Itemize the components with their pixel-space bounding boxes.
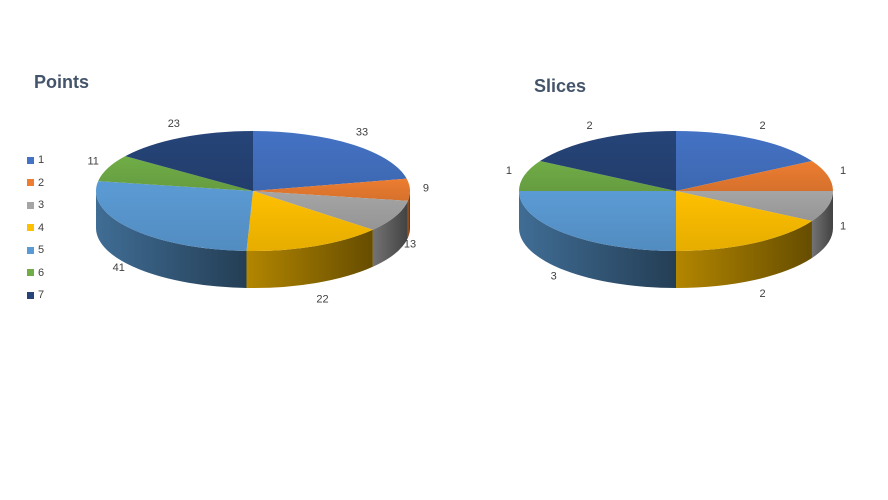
legend-item: 3 bbox=[27, 194, 44, 217]
pie-slice-side bbox=[811, 191, 833, 258]
legend-swatch bbox=[27, 269, 34, 277]
pie-slice bbox=[676, 161, 833, 191]
pie-slice-side bbox=[96, 191, 247, 288]
legend-item: 2 bbox=[27, 172, 44, 195]
pie-slice-side bbox=[407, 191, 410, 238]
pie-slice-side bbox=[372, 200, 408, 267]
pie-slice bbox=[253, 131, 407, 191]
legend-swatch bbox=[27, 224, 34, 232]
legend-label: 5 bbox=[38, 244, 45, 257]
data-label: 1 bbox=[840, 221, 846, 233]
pie-slice bbox=[125, 131, 253, 191]
legend-label: 1 bbox=[38, 154, 45, 167]
legend-label: 4 bbox=[38, 221, 45, 234]
data-label: 2 bbox=[586, 120, 592, 132]
chart-title-points: Points bbox=[34, 72, 90, 92]
legend-label: 7 bbox=[38, 289, 45, 302]
legend-swatch bbox=[27, 291, 34, 299]
legend-label: 6 bbox=[38, 266, 45, 279]
data-label: 1 bbox=[506, 165, 512, 177]
pie-slice-side bbox=[519, 191, 676, 288]
pie-slice bbox=[540, 131, 676, 191]
legend-item: 7 bbox=[27, 284, 44, 307]
pie-slice bbox=[676, 131, 812, 191]
legend-label: 3 bbox=[38, 199, 45, 212]
pie-chart-1: 33 9 13 22 41 11 23 bbox=[87, 118, 429, 305]
data-label: 33 bbox=[356, 127, 368, 139]
pie-slice bbox=[96, 181, 254, 251]
pie-slice bbox=[676, 191, 833, 221]
legend-label: 2 bbox=[38, 176, 45, 189]
legend-item: 6 bbox=[27, 262, 44, 285]
data-label: 23 bbox=[168, 118, 180, 130]
pie-slice-side bbox=[246, 229, 373, 288]
pie-slice bbox=[519, 161, 676, 191]
data-label: 2 bbox=[759, 120, 765, 132]
pie-slice bbox=[519, 191, 676, 251]
data-label: 2 bbox=[759, 288, 765, 300]
legend-item: 5 bbox=[27, 239, 44, 262]
pie-slice bbox=[98, 156, 254, 191]
pie-slice bbox=[253, 191, 408, 230]
data-label: 22 bbox=[316, 294, 328, 306]
chart-title-slices: Slices bbox=[534, 76, 587, 96]
legend-swatch bbox=[27, 156, 34, 164]
legend-swatch bbox=[27, 246, 34, 254]
legend-item: 1 bbox=[27, 149, 44, 172]
legend-item: 4 bbox=[27, 217, 44, 240]
pie-slice bbox=[246, 191, 373, 251]
pie-slice bbox=[253, 178, 410, 201]
data-label: 1 bbox=[840, 165, 846, 177]
pie-chart-2: 2 1 1 2 3 1 2 bbox=[506, 120, 846, 300]
legend-swatch bbox=[27, 179, 34, 187]
data-label: 11 bbox=[87, 156, 98, 168]
legend-swatch bbox=[27, 201, 34, 209]
legend: 1 2 3 4 5 6 7 bbox=[27, 149, 44, 307]
data-label: 9 bbox=[423, 182, 429, 194]
data-label: 41 bbox=[113, 262, 125, 274]
pie-slice bbox=[676, 191, 812, 251]
data-label: 3 bbox=[551, 270, 557, 282]
pie-slice-side bbox=[676, 221, 812, 288]
data-label: 13 bbox=[404, 239, 416, 251]
